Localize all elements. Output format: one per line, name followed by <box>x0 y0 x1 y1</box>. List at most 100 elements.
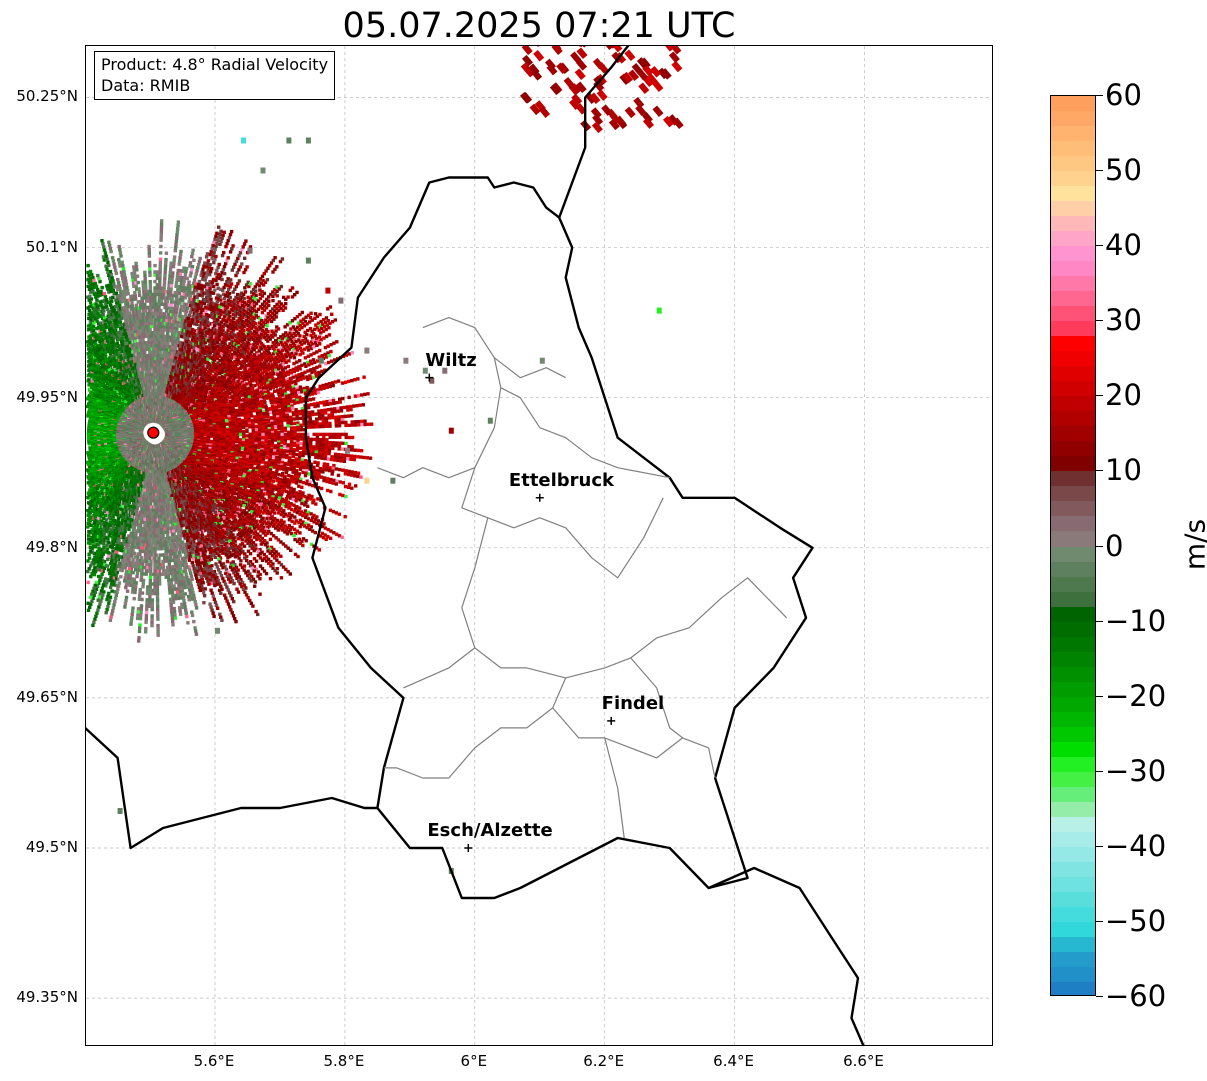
radar-echo-pixel <box>227 469 231 473</box>
radar-echo-pixel <box>249 465 253 469</box>
radar-echo-pixel <box>253 584 257 588</box>
radar-echo-pixel <box>224 567 229 572</box>
radar-echo-pixel <box>165 556 169 560</box>
radar-echo-pixel <box>262 492 266 496</box>
radar-echo-pixel <box>222 436 227 440</box>
radar-echo-pixel <box>189 506 193 511</box>
radar-echo-pixel <box>315 521 319 526</box>
radar-echo-pixel <box>170 510 174 514</box>
radar-echo-pixel <box>321 470 325 474</box>
radar-echo-pixel <box>285 449 290 453</box>
radar-echo-pixel <box>228 473 232 478</box>
radar-echo-pixel <box>198 541 202 545</box>
radar-echo-pixel <box>141 543 145 547</box>
radar-echo-pixel <box>206 530 211 534</box>
radar-echo-pixel <box>150 607 154 612</box>
radar-echo-pixel <box>185 614 189 619</box>
radar-echo-pixel <box>193 600 197 604</box>
radar-echo-pixel <box>138 549 142 553</box>
radar-echo-pixel <box>305 479 309 483</box>
radar-echo-pixel <box>192 596 197 601</box>
radar-echo-pixel <box>143 553 148 557</box>
radar-echo-pixel <box>179 547 183 551</box>
radar-echo-pixel <box>352 454 357 459</box>
radar-echo-pixel <box>312 520 316 524</box>
radar-echo-pixel <box>228 550 232 555</box>
radar-echo-pixel <box>320 456 324 460</box>
radar-echo-pixel <box>210 478 214 482</box>
radar-echo-pixel <box>284 567 288 572</box>
radar-echo-pixel <box>275 485 280 490</box>
radar-echo-pixel <box>175 548 179 552</box>
radar-echo-pixel <box>219 584 223 589</box>
radar-echo-pixel <box>150 620 154 625</box>
radar-echo-pixel <box>284 482 288 486</box>
radar-echo-pixel <box>309 442 313 446</box>
radar-echo-pixel <box>216 432 220 437</box>
radar-echo-pixel <box>239 453 243 457</box>
radar-echo-pixel <box>176 577 180 581</box>
radar-echo-pixel <box>201 554 205 558</box>
radar-echo-pixel <box>219 545 224 549</box>
radar-echo-pixel <box>237 556 241 560</box>
radar-echo-pixel <box>268 493 272 498</box>
map-plot-area[interactable] <box>85 45 993 1046</box>
radar-echo-pixel <box>306 435 310 439</box>
radar-echo-pixel <box>135 616 140 621</box>
radar-echo-pixel <box>267 529 271 534</box>
radar-echo-pixel <box>347 435 352 440</box>
radar-echo-pixel <box>280 497 285 502</box>
radar-echo-pixel <box>144 626 148 631</box>
radar-echo-pixel <box>286 434 291 439</box>
radar-echo-pixel <box>252 565 257 569</box>
radar-echo-pixel <box>308 480 312 484</box>
radar-echo-pixel <box>271 507 275 512</box>
radar-echo-pixel <box>197 555 201 559</box>
radar-echo-pixel <box>187 551 192 556</box>
radar-echo-pixel <box>304 500 308 505</box>
radar-echo-pixel <box>295 510 299 515</box>
radar-echo-pixel <box>211 465 215 469</box>
radar-echo-pixel <box>180 605 185 610</box>
radar-echo-pixel <box>173 558 177 562</box>
radar-echo-pixel <box>276 446 280 450</box>
radar-echo-pixel <box>270 515 274 519</box>
radar-echo-pixel <box>198 467 202 471</box>
radar-echo-pixel <box>221 547 225 552</box>
radar-echo-pixel <box>264 461 268 465</box>
radar-echo-pixel <box>289 548 293 552</box>
radar-echo-pixel <box>289 515 293 520</box>
radar-echo-pixel <box>183 579 187 583</box>
radar-echo-pixel <box>289 443 294 447</box>
radar-echo-pixel <box>296 441 300 446</box>
radar-echo-pixel <box>123 605 127 609</box>
radar-echo-pixel <box>245 439 249 444</box>
radar-echo-pixel <box>302 444 306 448</box>
radar-echo-pixel <box>191 550 195 554</box>
radar-echo-pixel <box>239 578 243 582</box>
radar-echo-pixel <box>310 483 315 488</box>
radar-echo-pixel <box>173 574 177 578</box>
radar-echo-pixel <box>198 588 202 593</box>
radar-echo-pixel <box>294 459 298 463</box>
radar-echo-pixel <box>274 554 279 558</box>
radar-echo-pixel <box>272 548 276 552</box>
radar-echo-pixel <box>286 526 290 530</box>
radar-echo-pixel <box>206 515 210 520</box>
radar-echo-pixel <box>203 549 208 553</box>
radar-echo-pixel <box>191 516 195 520</box>
radar-echo-pixel <box>239 508 243 512</box>
radar-echo-pixel <box>157 563 161 567</box>
radar-echo-pixel <box>187 585 191 589</box>
radar-echo-pixel <box>279 512 283 517</box>
radar-echo-pixel <box>338 467 342 472</box>
radar-echo-pixel <box>350 470 354 474</box>
radar-echo-pixel <box>184 611 188 615</box>
radar-echo-pixel <box>198 571 202 576</box>
radar-echo-pixel <box>223 468 228 473</box>
radar-echo-pixel <box>171 594 175 598</box>
radar-echo-pixel <box>193 489 197 494</box>
radar-echo-pixel <box>257 442 261 446</box>
radar-echo-pixel <box>267 473 271 477</box>
radar-echo-pixel <box>286 493 291 497</box>
